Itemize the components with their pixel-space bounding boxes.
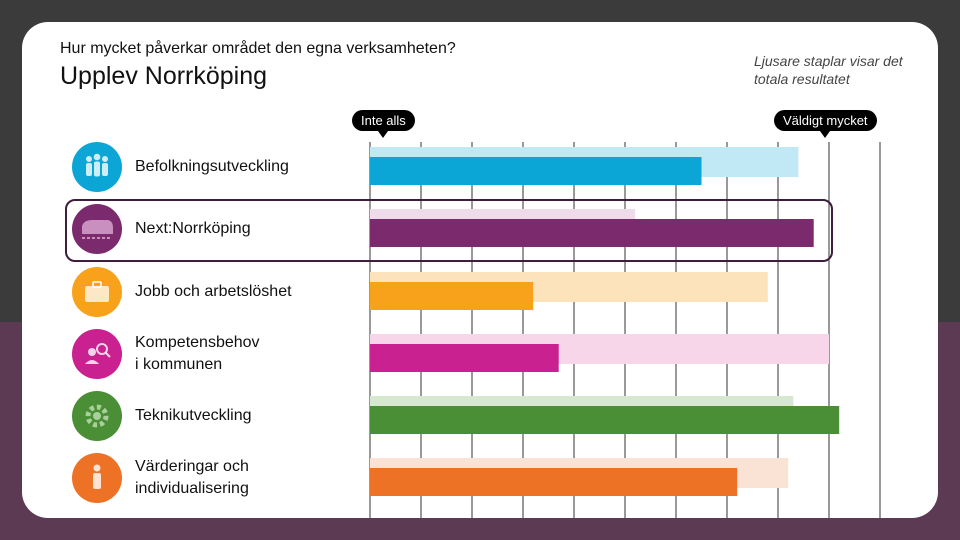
category-label: Kompetensbehov i kommunen — [135, 332, 260, 376]
category-label-line: Värderingar och — [135, 458, 249, 475]
category-label: Teknikutveckling — [135, 405, 252, 427]
gear-icon — [72, 391, 122, 441]
category-label-line: i kommunen — [135, 356, 223, 373]
bar-group — [370, 344, 559, 372]
person-search-icon — [72, 329, 122, 379]
category-label-line: Kompetensbehov — [135, 334, 260, 351]
highlight-frame — [65, 199, 833, 262]
bar-group — [370, 219, 814, 247]
category-label-line: Teknikutveckling — [135, 407, 252, 424]
category-label-line: Jobb och arbetslöshet — [135, 283, 292, 300]
legend-note: Ljusare staplar visar det totala resulta… — [754, 53, 903, 87]
scale-min-label: Inte alls — [352, 110, 415, 138]
category-label: Befolkningsutveckling — [135, 156, 289, 178]
category-label-line: Befolkningsutveckling — [135, 158, 289, 175]
question-text: Hur mycket påverkar området den egna ver… — [60, 40, 456, 57]
category-label-line: Next:Norrköping — [135, 220, 251, 237]
slide-card — [22, 22, 938, 518]
category-label: Jobb och arbetslöshet — [135, 281, 292, 303]
people-icon — [72, 142, 122, 192]
category-label: Värderingar och individualisering — [135, 456, 249, 500]
scale-max-label: Väldigt mycket — [774, 110, 877, 138]
bar-group — [370, 406, 840, 434]
briefcase-icon — [72, 267, 122, 317]
page-title: Upplev Norrköping — [60, 62, 268, 90]
bar-group — [370, 282, 534, 310]
person-icon — [72, 453, 122, 503]
bar-group — [370, 468, 738, 496]
train-icon — [72, 204, 122, 254]
bar-group — [370, 157, 702, 185]
category-label: Next:Norrköping — [135, 218, 251, 240]
category-label-line: individualisering — [135, 480, 249, 497]
